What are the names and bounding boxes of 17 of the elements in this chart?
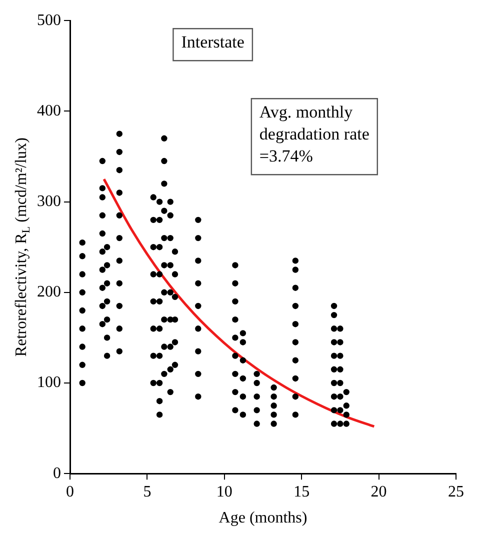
y-tick-label: 400 <box>37 102 61 120</box>
x-tick-label: 10 <box>216 483 232 500</box>
x-tick-label: 15 <box>294 483 310 500</box>
y-axis-title: Retroreflectivity, RL (mcd/m²/lux) <box>13 138 33 357</box>
x-tick-label: 25 <box>448 483 464 500</box>
x-axis-title: Age (months) <box>218 510 308 527</box>
y-tick-label: 200 <box>37 284 61 301</box>
y-tick-label: 100 <box>37 374 61 392</box>
annotation: Interstate <box>181 32 244 52</box>
line-series <box>102 178 376 428</box>
y-tick-label: 500 <box>37 12 61 29</box>
x-tick-label: 5 <box>143 483 152 500</box>
y-tick-label: 0 <box>53 464 61 482</box>
annotation: Avg. monthly degradation rate =3.74% <box>259 102 370 166</box>
x-tick-label: 0 <box>66 483 74 500</box>
y-tick-label: 300 <box>37 193 61 210</box>
x-tick-label: 20 <box>370 483 387 500</box>
